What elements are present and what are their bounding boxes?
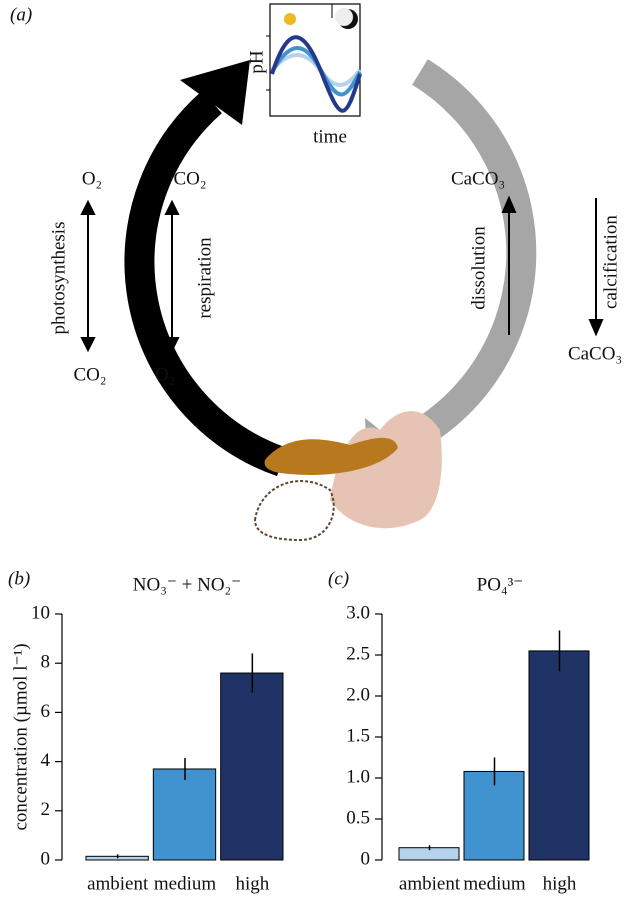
panel-label: (a) <box>10 4 32 25</box>
bar <box>220 672 284 861</box>
process-label: photosynthesis <box>48 222 69 335</box>
species-label: CaCO₃ <box>451 168 505 189</box>
arrow-head <box>180 60 250 125</box>
panel-label: (b) <box>8 568 30 589</box>
species-label: CaCO₃ <box>568 343 622 364</box>
y-axis-label: concentration (µmol l⁻¹) <box>10 643 31 830</box>
inset-x-label: time <box>313 126 347 147</box>
bar <box>152 768 217 861</box>
y-tick-label: 10 <box>31 602 50 623</box>
y-tick-label: 0 <box>41 848 51 869</box>
calcification-arrow <box>386 59 537 462</box>
inset-y-label: pH <box>246 50 267 74</box>
y-tick-label: 6 <box>41 701 51 722</box>
x-tick-label: medium <box>463 873 525 894</box>
x-tick-label: high <box>543 873 577 894</box>
y-tick-label: 0.5 <box>346 807 370 828</box>
x-tick-label: medium <box>154 873 216 894</box>
single-arrows <box>501 195 604 337</box>
species-label: O₂ <box>155 364 175 385</box>
x-tick-label: high <box>235 873 269 894</box>
chart-title: PO₄³⁻ <box>477 574 524 595</box>
bar <box>463 770 525 861</box>
x-tick-label: ambient <box>399 873 461 894</box>
moon-icon <box>335 8 353 26</box>
species-label: O₂ <box>82 168 102 189</box>
species-label: CO₂ <box>173 168 206 189</box>
sun-icon <box>284 13 296 25</box>
y-tick-label: 2.5 <box>346 643 370 664</box>
y-tick-label: 1.5 <box>346 725 370 746</box>
process-label: calcification <box>600 215 621 309</box>
y-tick-label: 0 <box>361 848 371 869</box>
process-label: dissolution <box>468 226 489 310</box>
process-label: respiration <box>194 237 215 319</box>
photosynthesis-arrow <box>124 90 287 477</box>
coral-illustration <box>253 411 442 542</box>
y-tick-label: 2.0 <box>346 684 370 705</box>
y-tick-label: 3.0 <box>346 602 370 623</box>
chart-title: NO₃⁻ + NO₂⁻ <box>133 574 241 595</box>
y-tick-label: 4 <box>41 750 51 771</box>
x-tick-label: ambient <box>87 873 149 894</box>
ph-curve <box>270 35 362 113</box>
y-tick-label: 2 <box>41 799 51 820</box>
y-tick-label: 1.0 <box>346 766 370 787</box>
bar <box>528 650 590 861</box>
double-arrows <box>80 199 180 353</box>
panel-label: (c) <box>328 568 349 589</box>
species-label: CO₂ <box>73 364 106 385</box>
y-tick-label: 8 <box>41 652 51 673</box>
